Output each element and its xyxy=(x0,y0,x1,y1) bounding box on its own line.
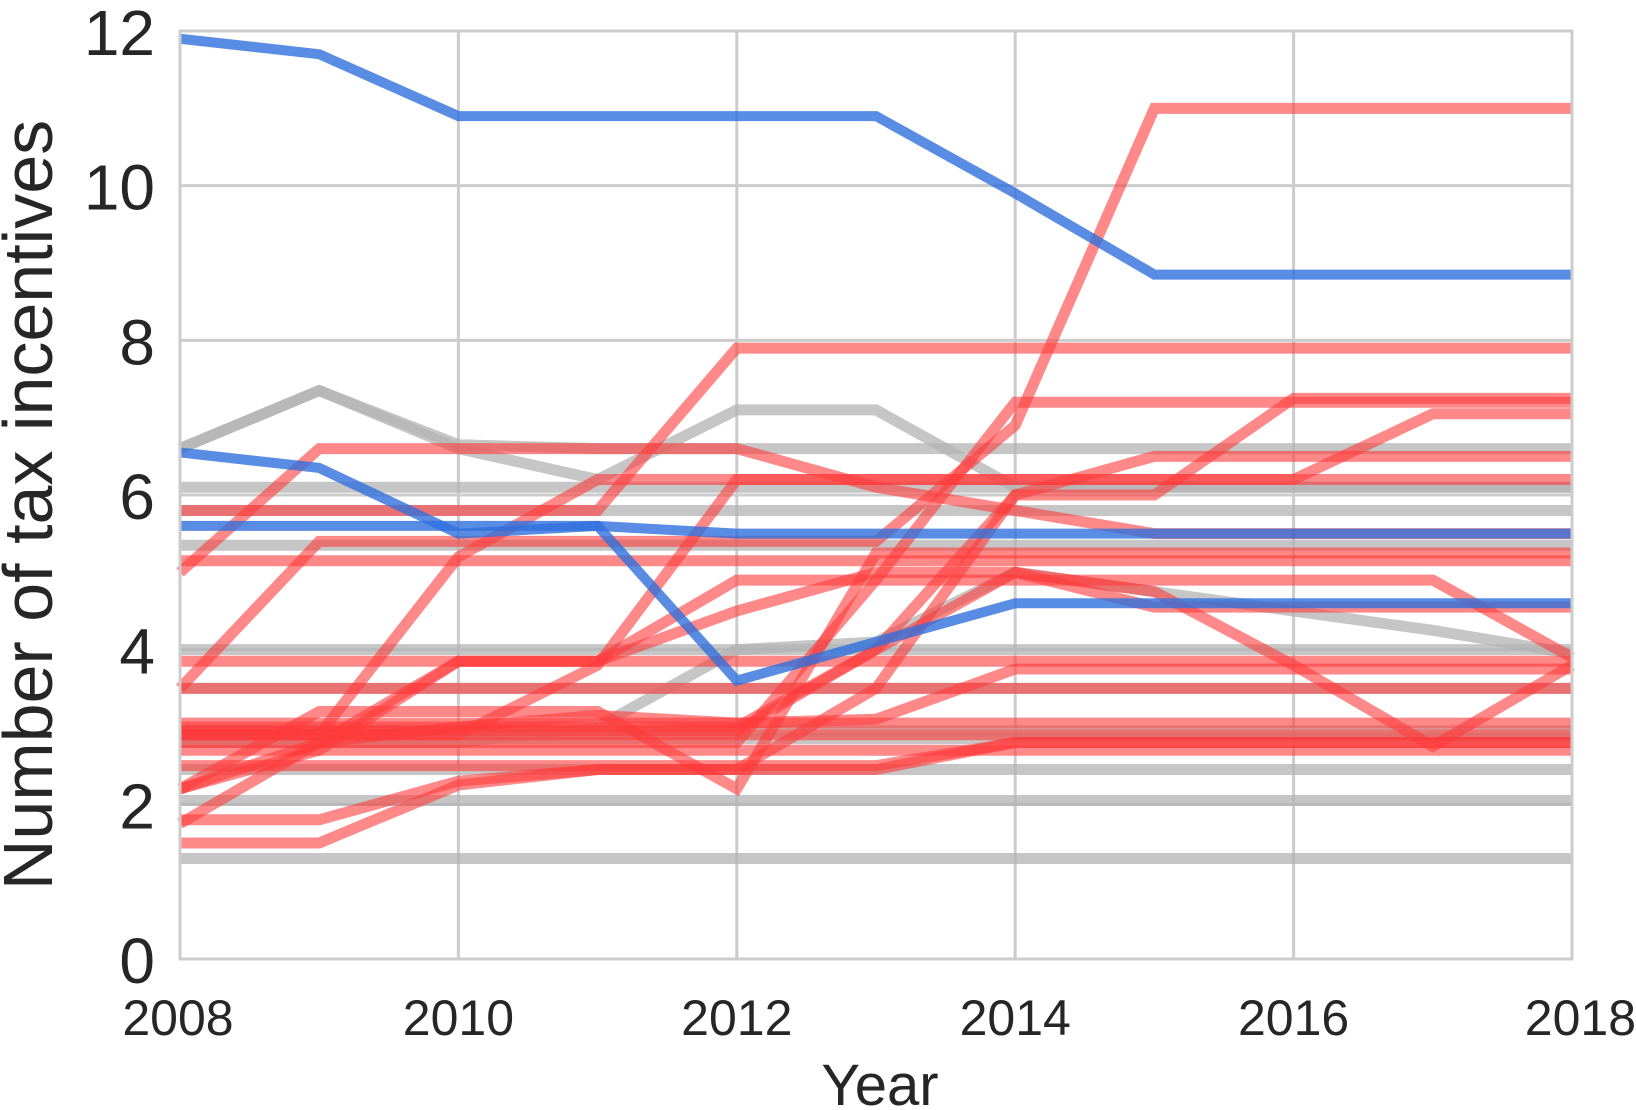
x-tick-label: 2014 xyxy=(960,990,1071,1046)
y-axis-label: Number of tax incentives xyxy=(0,120,67,890)
x-tick-label: 2018 xyxy=(1525,990,1636,1046)
series-line-blue-34 xyxy=(179,33,1572,280)
y-tick-label: 10 xyxy=(84,152,155,224)
x-tick-label: 2012 xyxy=(681,990,792,1046)
series-lines xyxy=(176,33,1575,864)
x-tick-label: 2008 xyxy=(122,990,233,1046)
series-line-gray-11 xyxy=(177,384,1572,493)
series-line-red-23 xyxy=(177,566,1572,829)
y-tick-label: 12 xyxy=(84,0,155,69)
series-line-red-13 xyxy=(180,736,1572,849)
x-tick-label: 2010 xyxy=(403,990,514,1046)
y-tick-label: 2 xyxy=(119,770,155,842)
y-tick-label: 4 xyxy=(119,616,155,688)
x-axis-label: Year xyxy=(821,1053,938,1110)
series-line-blue-36 xyxy=(180,520,1572,687)
series-line-red-32 xyxy=(180,392,1572,694)
tick-labels: 2008 2010 2012 2014 2016 2018 0 2 4 6 8 10 12 xyxy=(84,0,1636,1046)
series-line-red-16 xyxy=(180,736,1572,772)
plot-frame xyxy=(178,29,1574,961)
series-line-red-26 xyxy=(176,102,1572,693)
series-line-red-24 xyxy=(177,547,1572,797)
series-line-blue-35 xyxy=(179,447,1572,539)
y-tick-label: 0 xyxy=(119,925,155,997)
y-tick-label: 6 xyxy=(119,461,155,533)
x-tick-label: 2016 xyxy=(1238,990,1349,1046)
series-line-red-33 xyxy=(180,450,1572,733)
y-tick-label: 8 xyxy=(119,306,155,378)
